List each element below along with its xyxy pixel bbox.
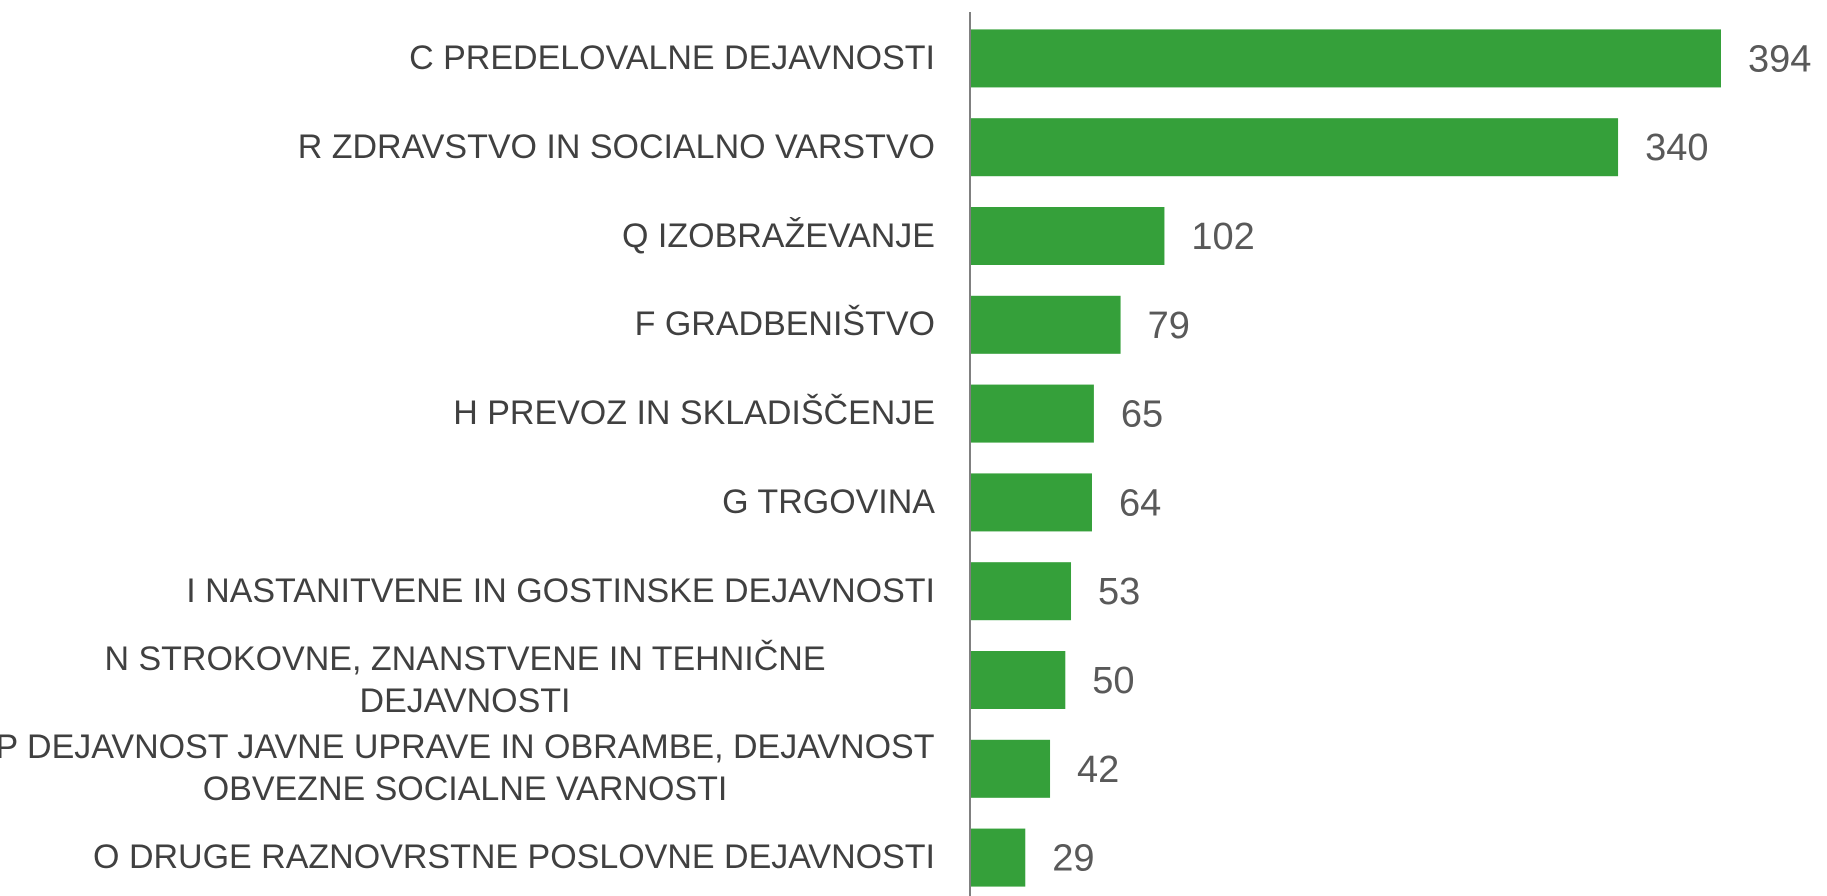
category-label: C PREDELOVALNE DEJAVNOSTI bbox=[409, 39, 935, 77]
bar bbox=[970, 562, 1072, 621]
category-label-box: G TRGOVINA bbox=[0, 458, 935, 546]
category-label-box: F GRADBENIŠTVO bbox=[0, 280, 935, 368]
bar bbox=[970, 473, 1092, 532]
category-label: G TRGOVINA bbox=[722, 483, 935, 521]
value-label: 102 bbox=[1191, 216, 1254, 258]
category-label: R ZDRAVSTVO IN SOCIALNO VARSTVO bbox=[297, 127, 935, 166]
value-label: 50 bbox=[1092, 660, 1134, 702]
category-label-box: I NASTANITVENE IN GOSTINSKE DEJAVNOSTI bbox=[0, 547, 935, 635]
value-label: 53 bbox=[1098, 571, 1140, 613]
category-label: F GRADBENIŠTVO bbox=[634, 305, 935, 344]
category-label-box: Q IZOBRAŽEVANJE bbox=[0, 192, 935, 280]
category-label: O DRUGE RAZNOVRSTNE POSLOVNE DEJAVNOSTI bbox=[93, 838, 935, 877]
category-label-box: H PREVOZ IN SKLADIŠČENJE bbox=[0, 369, 935, 457]
value-label: 29 bbox=[1052, 838, 1094, 880]
category-label: Q IZOBRAŽEVANJE bbox=[622, 216, 935, 255]
bar bbox=[970, 828, 1026, 887]
value-label: 79 bbox=[1148, 305, 1190, 347]
category-label-box: O DRUGE RAZNOVRSTNE POSLOVNE DEJAVNOSTI bbox=[0, 813, 935, 896]
category-label-box: N STROKOVNE, ZNANSTVENE IN TEHNIČNE DEJA… bbox=[0, 636, 935, 724]
category-label-box: P DEJAVNOST JAVNE UPRAVE IN OBRAMBE, DEJ… bbox=[0, 724, 935, 812]
category-label: H PREVOZ IN SKLADIŠČENJE bbox=[453, 394, 935, 433]
category-label: P DEJAVNOST JAVNE UPRAVE IN OBRAMBE, DEJ… bbox=[0, 728, 935, 809]
bar bbox=[970, 118, 1619, 177]
category-label-box: R ZDRAVSTVO IN SOCIALNO VARSTVO bbox=[0, 103, 935, 191]
bar bbox=[970, 29, 1721, 88]
bar bbox=[970, 384, 1094, 443]
value-label: 340 bbox=[1645, 127, 1708, 169]
value-label: 394 bbox=[1748, 38, 1811, 80]
category-label: N STROKOVNE, ZNANSTVENE IN TEHNIČNE DEJA… bbox=[104, 639, 826, 720]
category-label-box: C PREDELOVALNE DEJAVNOSTI bbox=[0, 14, 935, 102]
bar bbox=[970, 207, 1165, 265]
value-label: 42 bbox=[1077, 749, 1119, 791]
bar bbox=[970, 651, 1066, 709]
bar bbox=[970, 739, 1051, 798]
bar bbox=[970, 295, 1121, 354]
category-label: I NASTANITVENE IN GOSTINSKE DEJAVNOSTI bbox=[186, 571, 935, 610]
value-label: 64 bbox=[1119, 482, 1161, 524]
value-label: 65 bbox=[1121, 394, 1163, 436]
